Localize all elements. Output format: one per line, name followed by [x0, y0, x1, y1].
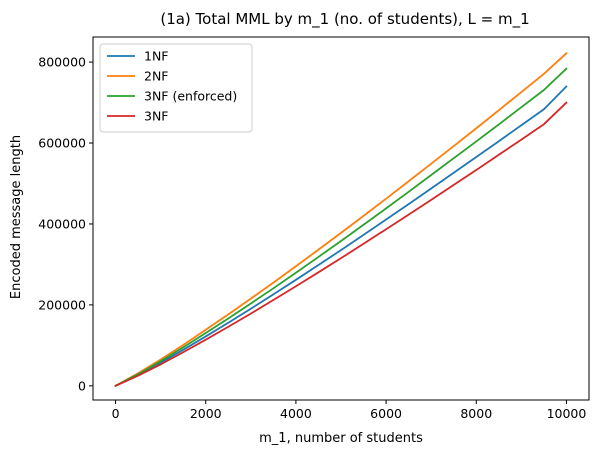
x-tick-label: 6000: [370, 406, 402, 421]
chart-title: (1a) Total MML by m_1 (no. of students),…: [160, 10, 529, 29]
x-tick-label: 10000: [547, 406, 587, 421]
x-tick-label: 2000: [190, 406, 222, 421]
y-tick-label: 200000: [38, 297, 86, 312]
legend-label-2nf: 2NF: [144, 69, 169, 84]
legend-label-3nf-enforced: 3NF (enforced): [144, 89, 237, 104]
y-tick-label: 800000: [38, 55, 86, 70]
y-tick-label: 600000: [38, 136, 86, 151]
y-tick-label: 400000: [38, 216, 86, 231]
x-tick-label: 8000: [460, 406, 492, 421]
x-axis-label: m_1, number of students: [259, 431, 423, 446]
legend-label-1nf: 1NF: [144, 49, 169, 64]
y-tick-label: 0: [78, 378, 86, 393]
x-tick-label: 4000: [280, 406, 312, 421]
legend-label-3nf: 3NF: [144, 109, 169, 124]
x-tick-label: 0: [112, 406, 120, 421]
legend: 1NF 2NF 3NF (enforced) 3NF: [100, 44, 252, 132]
y-axis-label: Encoded message length: [9, 135, 24, 299]
